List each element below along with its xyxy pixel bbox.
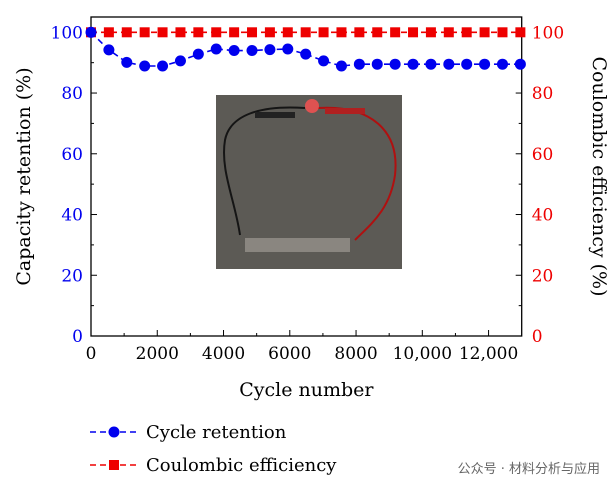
legend-marker <box>108 426 120 438</box>
data-point <box>282 27 293 38</box>
data-point <box>157 27 168 38</box>
data-point <box>443 58 455 70</box>
data-point <box>193 27 204 38</box>
data-point <box>407 58 419 70</box>
data-point <box>318 55 330 67</box>
x-tick-label: 4000 <box>202 344 245 364</box>
data-point <box>174 55 186 67</box>
data-point <box>192 48 204 60</box>
y-left-tick-label: 60 <box>61 145 83 165</box>
data-point <box>354 27 365 38</box>
data-point <box>479 58 491 70</box>
watermark: 公众号 · 材料分析与应用 <box>457 462 600 477</box>
x-tick-label: 6000 <box>268 344 311 364</box>
y-left-axis-label: Capacity retention (%) <box>13 67 35 285</box>
data-point <box>389 58 401 70</box>
data-point <box>85 26 97 38</box>
legend-label: Coulombic efficiency <box>146 455 337 476</box>
x-tick-label: 10,000 <box>393 344 452 364</box>
red-clip <box>325 108 365 114</box>
data-point <box>390 27 401 38</box>
data-point <box>103 44 115 56</box>
data-point <box>300 48 312 60</box>
data-point <box>264 27 275 38</box>
data-point <box>139 27 150 38</box>
y-left-tick-label: 80 <box>61 84 83 104</box>
black-wire <box>223 106 306 236</box>
data-point <box>139 60 151 72</box>
data-point <box>408 27 419 38</box>
black-clip <box>255 112 295 118</box>
data-point <box>372 27 383 38</box>
y-right-tick-label: 20 <box>532 266 554 286</box>
legend-label: Cycle retention <box>146 422 287 443</box>
x-axis-label: Cycle number <box>239 379 374 401</box>
y-right-tick-label: 60 <box>532 145 554 165</box>
data-point <box>496 58 508 70</box>
data-point <box>318 27 329 38</box>
data-point <box>247 27 258 38</box>
data-point <box>336 27 347 38</box>
data-point <box>246 45 258 57</box>
data-point <box>282 43 294 55</box>
data-point <box>211 27 222 38</box>
data-point <box>210 43 222 55</box>
data-point <box>443 27 454 38</box>
data-point <box>228 45 240 57</box>
y-right-tick-label: 80 <box>532 84 554 104</box>
x-tick-label: 0 <box>86 344 97 364</box>
data-point <box>425 27 436 38</box>
y-right-tick-label: 40 <box>532 206 554 226</box>
battery <box>245 238 350 252</box>
data-point <box>229 27 240 38</box>
data-point <box>497 27 508 38</box>
legend-marker <box>109 460 119 470</box>
x-tick-label: 8000 <box>334 344 377 364</box>
data-point <box>103 27 114 38</box>
x-tick-label: 12,000 <box>459 344 518 364</box>
data-point <box>461 58 473 70</box>
data-point <box>371 58 383 70</box>
data-point <box>300 27 311 38</box>
data-point <box>175 27 186 38</box>
data-point <box>264 44 276 56</box>
data-point <box>514 58 526 70</box>
data-point <box>515 27 526 38</box>
data-point <box>121 56 133 68</box>
data-point <box>461 27 472 38</box>
x-tick-label: 2000 <box>136 344 179 364</box>
data-point <box>121 27 132 38</box>
y-right-axis-label: Coulombic efficiency (%) <box>588 57 610 297</box>
y-right-tick-label: 100 <box>532 23 564 43</box>
y-left-tick-label: 20 <box>61 266 83 286</box>
plot-frame <box>90 16 523 337</box>
y-left-tick-label: 100 <box>51 23 83 43</box>
y-right-tick-label: 0 <box>532 327 543 347</box>
data-point <box>479 27 490 38</box>
led-glow <box>305 99 319 113</box>
y-left-tick-label: 0 <box>72 327 83 347</box>
data-point <box>157 60 169 72</box>
data-point <box>353 58 365 70</box>
data-point <box>335 60 347 72</box>
y-left-tick-label: 40 <box>61 206 83 226</box>
data-point <box>425 58 437 70</box>
